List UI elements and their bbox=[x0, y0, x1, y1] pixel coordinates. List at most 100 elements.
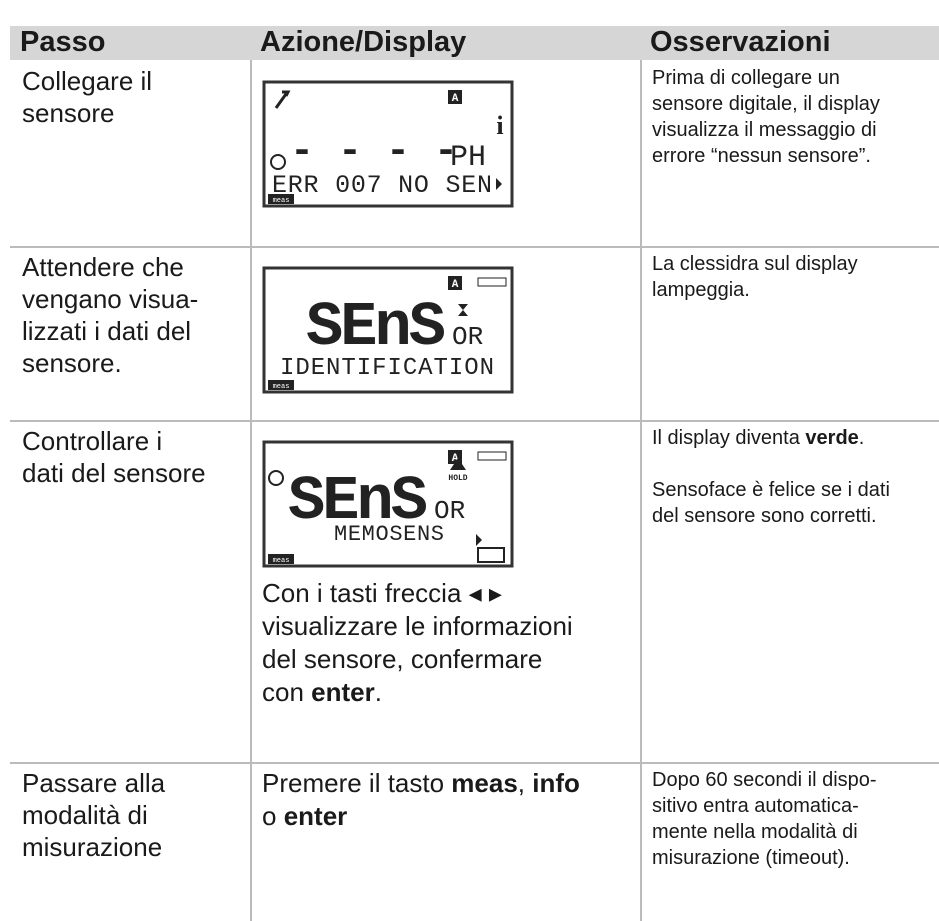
memosens-icon bbox=[477, 277, 507, 287]
header-cell: Azione/Display bbox=[260, 26, 467, 58]
text-line: misurazione (timeout). bbox=[652, 847, 850, 870]
text-line: Collegare il bbox=[22, 66, 153, 96]
text-run: . bbox=[374, 677, 382, 707]
badge: A bbox=[452, 279, 459, 291]
big-digits: SEnS bbox=[306, 292, 446, 363]
text-line: Passare alla bbox=[22, 768, 166, 798]
text-line: lizzati i dati del bbox=[22, 316, 192, 346]
text-line: Dopo 60 secondi il dispo- bbox=[652, 769, 877, 792]
text-line: Controllare i bbox=[22, 426, 163, 456]
text-line: La clessidra sul display bbox=[652, 253, 858, 276]
text-line: modalità di bbox=[22, 800, 148, 830]
text-run: mente nella modalità di bbox=[652, 821, 858, 843]
mode: meas bbox=[273, 557, 290, 565]
row-line bbox=[10, 420, 939, 422]
mode-tag bbox=[268, 380, 294, 390]
text-run: del sensore, confermare bbox=[262, 644, 543, 674]
mode: meas bbox=[273, 383, 290, 391]
text-run: sitivo entra automatica- bbox=[652, 795, 859, 817]
text-line: Con i tasti freccia ◂ ▸ bbox=[262, 578, 502, 609]
text-line: visualizza il messaggio di bbox=[652, 119, 877, 142]
bold-run: verde bbox=[805, 427, 859, 449]
text-line: vengano visua- bbox=[22, 284, 199, 314]
badge-box bbox=[448, 90, 462, 104]
header-cell: Passo bbox=[20, 26, 106, 58]
text-line: Prima di collegare un bbox=[652, 67, 840, 90]
text-run: La clessidra sul display bbox=[652, 253, 858, 275]
text-line: dati del sensore bbox=[22, 458, 206, 488]
bold-run: enter bbox=[311, 677, 375, 707]
text-line: sensore. bbox=[22, 348, 122, 378]
unit: OR bbox=[434, 496, 465, 526]
text-line: o enter bbox=[262, 801, 347, 832]
lcd-display: A SEnS OR HOLD MEMOSENS meas bbox=[262, 440, 514, 568]
text-line: misurazione bbox=[22, 832, 163, 862]
mode-tag bbox=[268, 554, 294, 564]
text-line: del sensore, confermare bbox=[262, 644, 542, 675]
lcd-frame bbox=[262, 440, 514, 568]
badge: A bbox=[452, 453, 459, 465]
text-run: Con i tasti freccia ◂ ▸ bbox=[262, 578, 502, 608]
text-line: sensore bbox=[22, 98, 115, 128]
text-run: del sensore sono corretti. bbox=[652, 505, 877, 527]
enter-key bbox=[477, 547, 505, 563]
row-line bbox=[10, 762, 939, 764]
text-line: lampeggia. bbox=[652, 279, 750, 302]
line2: IDENTIFICATION bbox=[280, 355, 494, 382]
mode: meas bbox=[273, 197, 290, 205]
bold-run: enter bbox=[283, 801, 348, 831]
warn-icon bbox=[450, 458, 466, 470]
text-run: visualizza il messaggio di bbox=[652, 119, 877, 141]
text-line: del sensore sono corretti. bbox=[652, 505, 877, 528]
col-line bbox=[640, 60, 642, 921]
badge: A bbox=[452, 93, 459, 105]
row-line bbox=[10, 246, 939, 248]
badge-box bbox=[448, 276, 462, 290]
text-run: Il display diventa bbox=[652, 427, 806, 449]
sensoface bbox=[268, 470, 284, 486]
line2: MEMOSENS bbox=[334, 522, 444, 547]
text-run: visualizzare le informazioni bbox=[262, 611, 573, 641]
text-run: lampeggia. bbox=[652, 279, 750, 301]
arrow bbox=[496, 178, 502, 190]
text-line: sensore digitale, il display bbox=[652, 93, 880, 116]
big-digits: - - - - bbox=[290, 130, 458, 175]
mode-tag bbox=[268, 194, 294, 204]
bold-run: meas bbox=[451, 768, 518, 798]
text-run: errore “nessun sensore”. bbox=[652, 145, 871, 167]
text-run: o bbox=[262, 801, 284, 831]
text-run: Dopo 60 secondi il dispo- bbox=[652, 769, 877, 791]
header-cell: Osservazioni bbox=[650, 26, 831, 58]
text-run: con bbox=[262, 677, 312, 707]
info-icon: i bbox=[496, 111, 503, 140]
text-run: Sensoface è felice se i dati bbox=[652, 479, 890, 501]
text-line: mente nella modalità di bbox=[652, 821, 858, 844]
hold: HOLD bbox=[448, 474, 467, 483]
text-run: Prima di collegare un bbox=[652, 67, 840, 89]
text-line: Sensoface è felice se i dati bbox=[652, 479, 890, 502]
unit: OR bbox=[452, 322, 483, 352]
wrench-icon bbox=[274, 90, 291, 109]
unit: PH bbox=[450, 141, 486, 175]
text-run: . bbox=[858, 427, 865, 449]
big-digits: SEnS bbox=[288, 466, 428, 537]
header-bg bbox=[10, 26, 939, 60]
text-line: Premere il tasto meas, info bbox=[262, 768, 580, 799]
text-line: con enter. bbox=[262, 677, 382, 708]
col-line bbox=[250, 60, 252, 921]
arrow bbox=[476, 534, 482, 546]
text-line: visualizzare le informazioni bbox=[262, 611, 573, 642]
line2: ERR 007 NO SEN bbox=[272, 171, 492, 200]
sensoface bbox=[270, 154, 286, 170]
hourglass bbox=[458, 304, 468, 316]
lcd-frame bbox=[262, 80, 514, 208]
text-run: , bbox=[517, 768, 533, 798]
text-line: sitivo entra automatica- bbox=[652, 795, 859, 818]
lcd-frame bbox=[262, 266, 514, 394]
memosens-icon bbox=[477, 451, 507, 461]
text-run: Premere il tasto bbox=[262, 768, 452, 798]
text-run: misurazione (timeout). bbox=[652, 847, 850, 869]
text-line: errore “nessun sensore”. bbox=[652, 145, 871, 168]
